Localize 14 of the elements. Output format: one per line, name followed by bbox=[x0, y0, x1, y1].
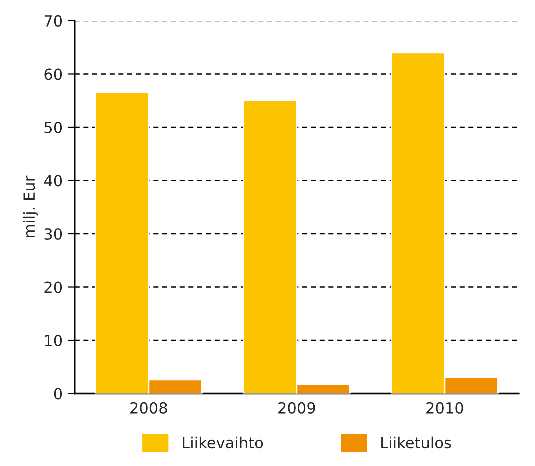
y-axis-title: milj. Eur bbox=[23, 176, 38, 238]
x-tick-label: 2010 bbox=[426, 402, 464, 414]
legend-label: Liikevaihto bbox=[183, 436, 264, 449]
y-tick-label: 10 bbox=[45, 334, 62, 347]
y-tick-label: 60 bbox=[44, 68, 62, 80]
y-tick-label: 0 bbox=[54, 388, 62, 400]
y-tick-label: 30 bbox=[44, 228, 62, 240]
y-tick-label: 40 bbox=[44, 175, 62, 187]
y-tick-label: 20 bbox=[44, 282, 62, 294]
x-tick-label: 2008 bbox=[130, 402, 168, 414]
legend-label: Liiketulos bbox=[382, 436, 452, 449]
x-tick-label: 2009 bbox=[278, 402, 316, 414]
y-tick-label: 70 bbox=[44, 15, 62, 27]
y-tick-label: 50 bbox=[44, 122, 62, 134]
